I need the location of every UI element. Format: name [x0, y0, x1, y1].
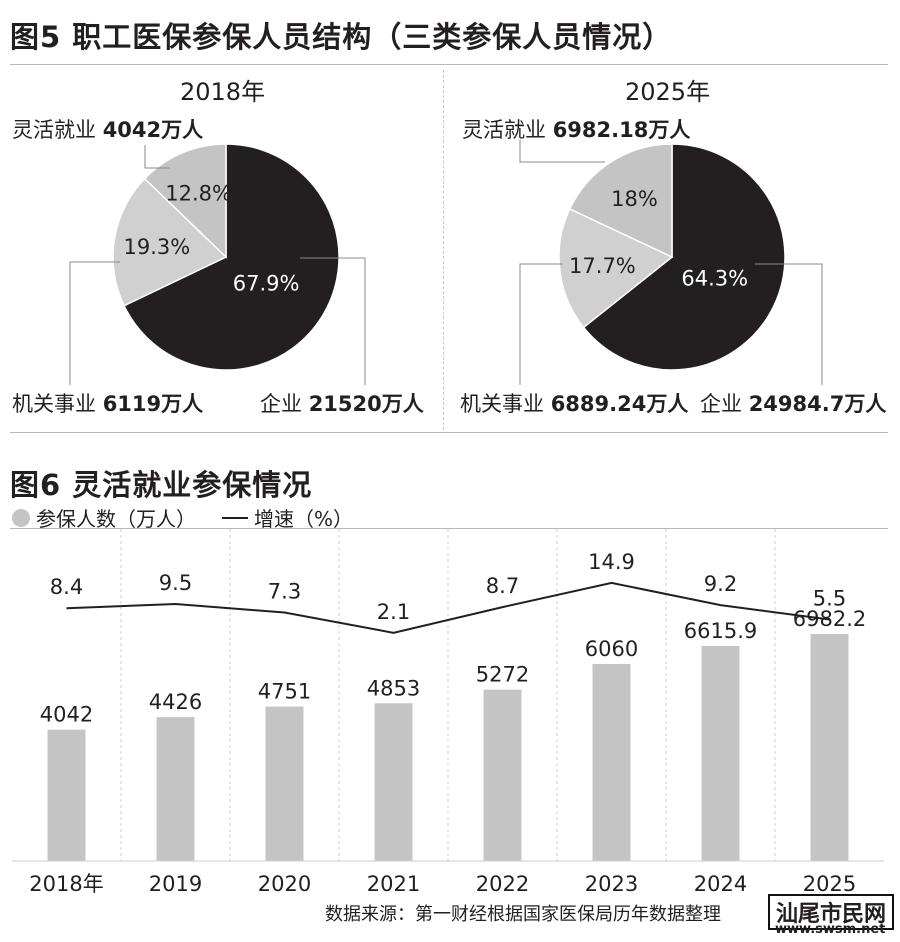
bar — [47, 729, 86, 861]
pie-percent-label: 18% — [611, 187, 658, 211]
leader-line-2025-flex — [519, 140, 605, 163]
bar — [483, 689, 522, 861]
bar-value-label: 4042 — [40, 703, 93, 727]
pie-2025-enterprise-label: 企业 24984.7万人 — [700, 388, 886, 418]
fig6-title: 图6 灵活就业参保情况 — [10, 468, 313, 502]
bar — [156, 717, 195, 861]
legend-bar-label: 参保人数（万人） — [36, 507, 196, 531]
pie-2018-public-label: 机关事业 6119万人 — [12, 388, 203, 418]
site-logo: 汕尾市民网 — [768, 894, 895, 930]
x-tick-label: 2025 — [803, 872, 856, 896]
bar-value-label: 6615.9 — [684, 619, 757, 643]
line-value-label: 7.3 — [268, 580, 301, 604]
fig5-divider — [443, 70, 445, 430]
line-value-label: 2.1 — [377, 600, 410, 624]
category-name: 机关事业 — [12, 392, 96, 416]
category-amount: 24984.7万人 — [748, 392, 887, 416]
line-value-label: 8.4 — [50, 575, 83, 599]
category-name: 灵活就业 — [12, 118, 96, 142]
x-tick-label: 2022 — [476, 872, 529, 896]
bar — [374, 703, 413, 861]
pie-percent-label: 64.3% — [681, 267, 748, 291]
x-tick-label: 2019 — [149, 872, 202, 896]
category-amount: 21520万人 — [308, 392, 424, 416]
bar — [592, 664, 631, 861]
line-value-label: 8.7 — [486, 574, 519, 598]
category-amount: 6119万人 — [102, 392, 204, 416]
bar-value-label: 4751 — [258, 680, 311, 704]
leader-line-2018-flex — [144, 145, 170, 169]
fig5-top-rule — [10, 64, 888, 65]
pie-2018: 67.9% 19.3% 12.8% — [112, 143, 340, 371]
line-value-label: 5.5 — [813, 587, 846, 611]
pie-slice-flex — [143, 143, 227, 259]
x-tick-label: 2020 — [258, 872, 311, 896]
growth-line — [66, 581, 830, 634]
bar-value-label: 4853 — [367, 676, 420, 700]
pie-percent-label: 19.3% — [123, 235, 190, 259]
category-amount: 6889.24万人 — [550, 392, 689, 416]
x-tick-label: 2018年 — [29, 872, 103, 896]
pie-slice-public — [112, 177, 228, 307]
leader-line-2018-public — [69, 261, 120, 385]
pie-2025: 64.3% 17.7% 18% — [558, 143, 786, 371]
x-tick-label: 2024 — [694, 872, 747, 896]
bar-value-label: 6060 — [585, 637, 638, 661]
pie-2018-year: 2018年 — [180, 78, 266, 106]
category-amount: 6982.18万人 — [552, 118, 691, 142]
pie-2025-flex-label: 灵活就业 6982.18万人 — [462, 114, 690, 144]
pie-2018-enterprise-label: 企业 21520万人 — [260, 388, 424, 418]
category-name: 企业 — [260, 392, 302, 416]
leader-line-2025-enterprise — [755, 263, 823, 385]
pie-percent-label: 17.7% — [569, 254, 636, 278]
category-amount: 4042万人 — [102, 118, 204, 142]
pie-percent-label: 67.9% — [233, 271, 300, 295]
leader-line-2018-enterprise — [300, 257, 366, 385]
line-value-label: 9.5 — [159, 571, 192, 595]
category-name: 企业 — [700, 392, 742, 416]
pie-slice-enterprise — [582, 143, 786, 371]
pie-percent-label: 12.8% — [165, 182, 232, 206]
pie-slice-enterprise — [123, 143, 340, 371]
fig5-bottom-rule — [10, 432, 888, 433]
fig5-title: 图5 职工医保参保人员结构（三类参保人员情况） — [10, 20, 673, 54]
leader-lines — [69, 140, 823, 385]
bar — [265, 706, 304, 861]
category-name: 灵活就业 — [462, 118, 546, 142]
pie-2025-year: 2025年 — [625, 78, 711, 106]
x-tick-label: 2021 — [367, 872, 420, 896]
line-value-label: 9.2 — [704, 572, 737, 596]
pie-2025-public-label: 机关事业 6889.24万人 — [460, 388, 688, 418]
legend-bar-swatch — [12, 508, 30, 527]
legend-line-swatch — [222, 516, 248, 519]
bar — [701, 645, 740, 861]
line-value-label: 14.9 — [588, 550, 635, 574]
pie-slice-public — [558, 207, 674, 329]
pie-slice-flex — [568, 143, 673, 259]
fig6-top-rule — [10, 528, 888, 529]
legend-line-label: 增速（%） — [254, 507, 354, 531]
source-note: 数据来源：第一财经根据国家医保局历年数据整理 — [325, 904, 721, 925]
fig6-legend: 参保人数（万人） 增速（%） — [12, 503, 353, 532]
x-tick-label: 2023 — [585, 872, 638, 896]
pie-2018-flex-label: 灵活就业 4042万人 — [12, 114, 203, 144]
leader-line-2025-public — [519, 263, 563, 385]
bar-value-label: 5272 — [476, 663, 529, 687]
pie-charts: 67.9% 19.3% 12.8% 64.3% 17.7% 18% — [69, 140, 823, 385]
category-name: 机关事业 — [460, 392, 544, 416]
bar-value-label: 4426 — [149, 690, 202, 714]
fig6-chart: 4042 2018年 4426 2019 4751 2020 4853 2021 5272 202… — [12, 529, 884, 896]
site-url: www.swsm.net — [775, 922, 886, 937]
bar — [810, 634, 849, 861]
